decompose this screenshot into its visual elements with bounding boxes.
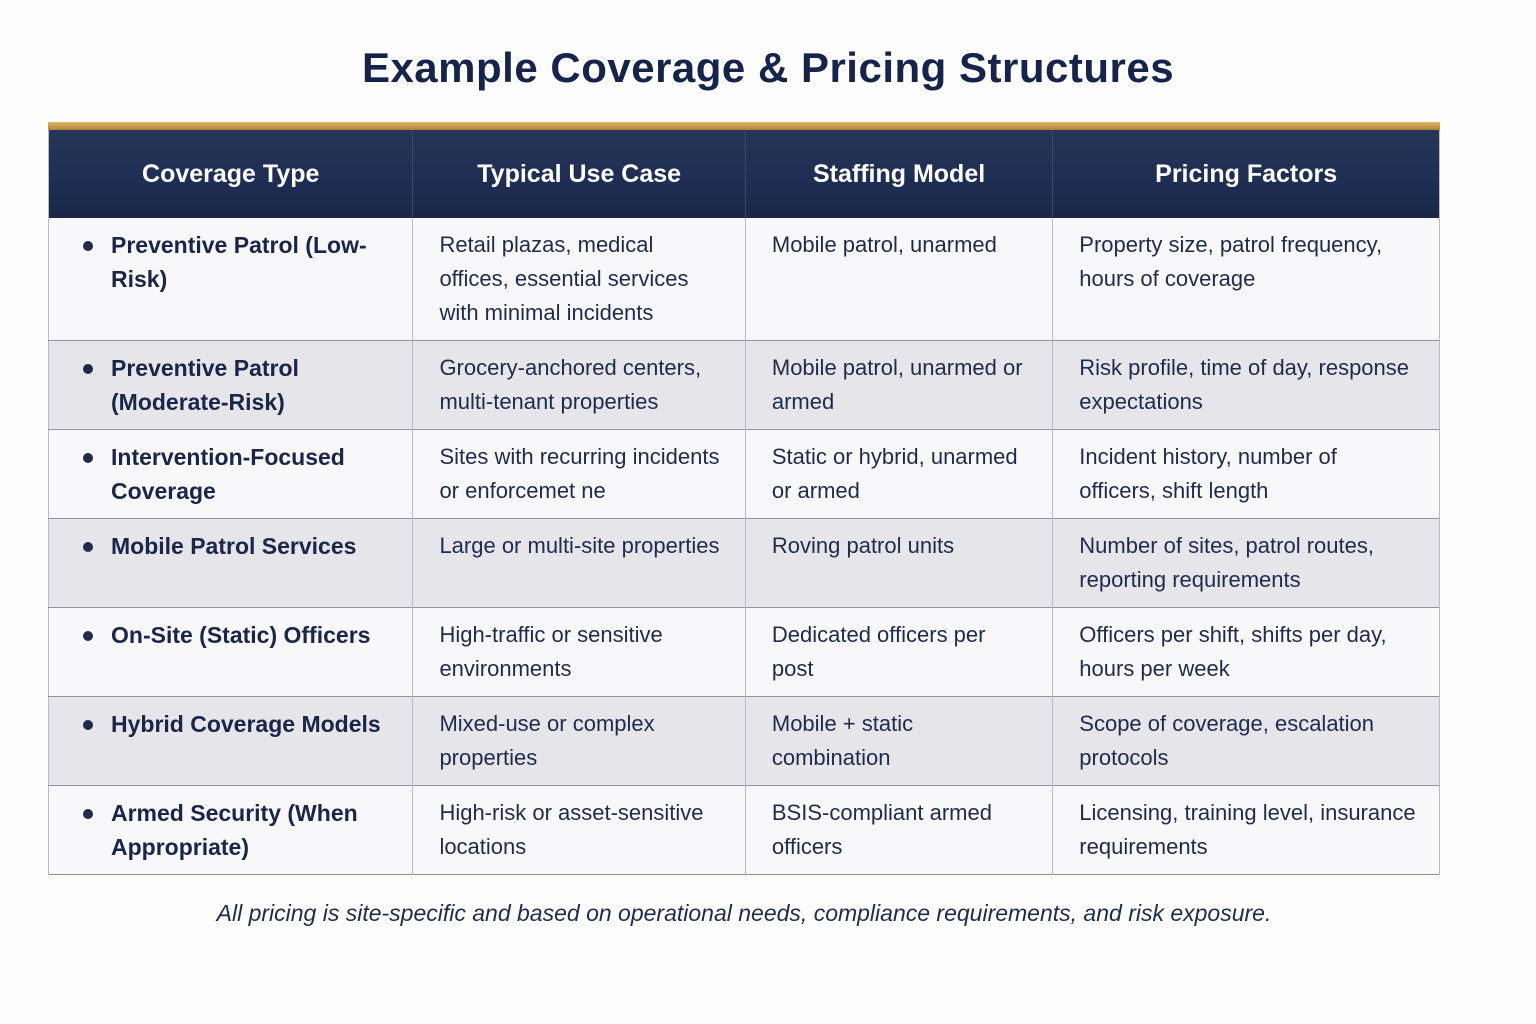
use-case-cell: Sites with recurring incidents or enforc… <box>412 429 746 519</box>
coverage-type-cell: Mobile Patrol Services <box>48 518 414 608</box>
pricing-table: Coverage Type Typical Use Case Staffing … <box>48 122 1440 875</box>
column-header-staffing-model: Staffing Model <box>745 130 1054 218</box>
table-row: Hybrid Coverage Models Mixed-use or comp… <box>48 696 1440 786</box>
staffing-model-cell: Mobile patrol, unarmed or armed <box>745 340 1054 430</box>
table-row: Preventive Patrol (Moderate-Risk) Grocer… <box>48 340 1440 430</box>
bullet-icon <box>83 453 93 463</box>
staffing-model-cell: Static or hybrid, unarmed or armed <box>745 429 1054 519</box>
bullet-icon <box>83 364 93 374</box>
pricing-factors-cell: Officers per shift, shifts per day, hour… <box>1052 607 1440 697</box>
staffing-model-cell: BSIS-compliant armed officers <box>745 785 1054 875</box>
table-header-row: Coverage Type Typical Use Case Staffing … <box>48 130 1440 218</box>
bullet-icon <box>83 809 93 819</box>
use-case-cell: Grocery-anchored centers, multi-tenant p… <box>412 340 746 430</box>
pricing-factors-cell: Risk profile, time of day, response expe… <box>1052 340 1440 430</box>
table-row: Armed Security (When Appropriate) High-r… <box>48 785 1440 875</box>
coverage-type-label: On-Site (Static) Officers <box>111 622 371 648</box>
use-case-cell: Large or multi-site properties <box>412 518 746 608</box>
coverage-type-label: Hybrid Coverage Models <box>111 711 381 737</box>
coverage-type-label: Mobile Patrol Services <box>111 533 357 559</box>
staffing-model-cell: Mobile + static combination <box>745 696 1054 786</box>
bullet-icon <box>83 720 93 730</box>
coverage-type-label: Intervention-Focused Coverage <box>111 444 345 504</box>
column-header-typical-use-case: Typical Use Case <box>412 130 746 218</box>
table-row: Preventive Patrol (Low-Risk) Retail plaz… <box>48 218 1440 341</box>
pricing-factors-cell: Number of sites, patrol routes, reportin… <box>1052 518 1440 608</box>
coverage-type-label: Armed Security (When Appropriate) <box>111 800 358 860</box>
table-row: Mobile Patrol Services Large or multi-si… <box>48 518 1440 608</box>
bullet-icon <box>83 542 93 552</box>
pricing-factors-cell: Property size, patrol frequency, hours o… <box>1052 218 1440 341</box>
pricing-factors-cell: Incident history, number of officers, sh… <box>1052 429 1440 519</box>
coverage-type-cell: Hybrid Coverage Models <box>48 696 414 786</box>
bullet-icon <box>83 241 93 251</box>
use-case-cell: High-risk or asset-sensitive locations <box>412 785 746 875</box>
coverage-type-cell: Preventive Patrol (Low-Risk) <box>48 218 414 341</box>
coverage-type-cell: Intervention-Focused Coverage <box>48 429 414 519</box>
page-title: Example Coverage & Pricing Structures <box>361 44 1175 91</box>
table-row: On-Site (Static) Officers High-traffic o… <box>48 607 1440 697</box>
use-case-cell: High-traffic or sensitive environments <box>412 607 746 697</box>
table-row: Intervention-Focused Coverage Sites with… <box>48 429 1440 519</box>
use-case-cell: Mixed-use or complex properties <box>412 696 746 786</box>
pricing-factors-cell: Licensing, training level, insurance req… <box>1052 785 1440 875</box>
coverage-type-cell: Armed Security (When Appropriate) <box>48 785 414 875</box>
staffing-model-cell: Dedicated officers per post <box>745 607 1054 697</box>
bullet-icon <box>83 631 93 641</box>
table-top-accent <box>48 122 1440 130</box>
pricing-footnote: All pricing is site-specific and based o… <box>216 900 1272 926</box>
column-header-coverage-type: Coverage Type <box>48 130 414 218</box>
coverage-type-label: Preventive Patrol (Moderate-Risk) <box>111 355 299 415</box>
pricing-factors-cell: Scope of coverage, escalation protocols <box>1052 696 1440 786</box>
coverage-type-cell: Preventive Patrol (Moderate-Risk) <box>48 340 414 430</box>
coverage-pricing-table: Coverage Type Typical Use Case Staffing … <box>48 130 1440 875</box>
coverage-type-label: Preventive Patrol (Low-Risk) <box>111 232 367 292</box>
staffing-model-cell: Mobile patrol, unarmed <box>745 218 1054 341</box>
column-header-pricing-factors: Pricing Factors <box>1052 130 1440 218</box>
use-case-cell: Retail plazas, medical offices, essentia… <box>412 218 746 341</box>
staffing-model-cell: Roving patrol units <box>745 518 1054 608</box>
coverage-type-cell: On-Site (Static) Officers <box>48 607 414 697</box>
